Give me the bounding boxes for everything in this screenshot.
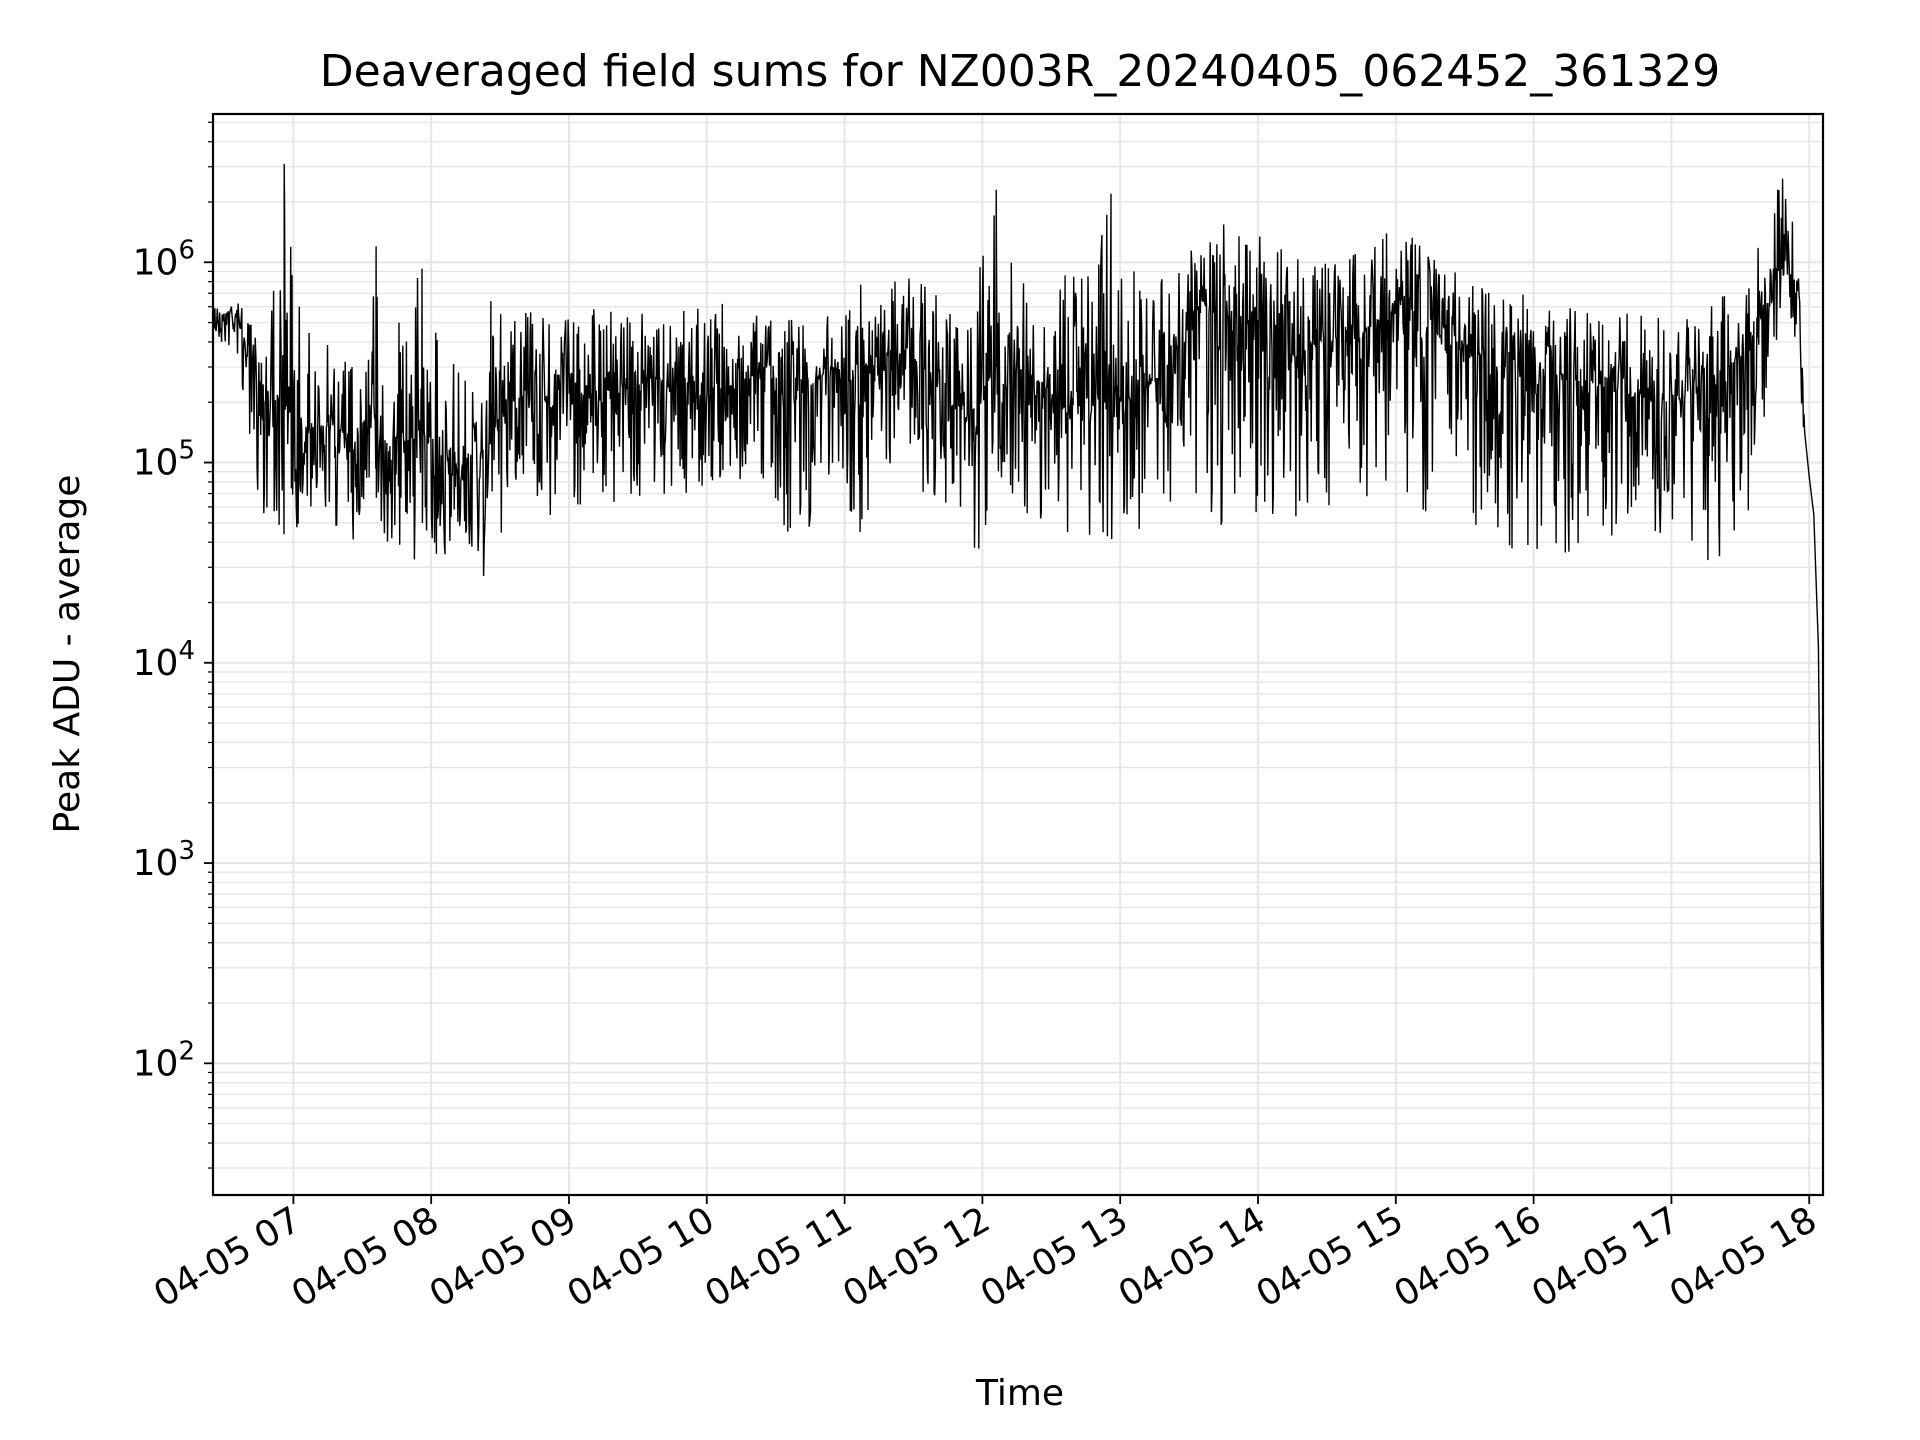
chart-title: Deaveraged field sums for NZ003R_2024040… — [320, 46, 1720, 97]
y-tick-label: 103 — [133, 836, 195, 884]
x-axis-label: Time — [975, 1373, 1064, 1414]
grid — [208, 114, 1823, 1195]
y-axis-label: Peak ADU - average — [47, 475, 88, 834]
y-tick-label: 106 — [133, 235, 195, 283]
y-tick-label: 105 — [133, 436, 195, 484]
series-line — [212, 163, 1824, 1144]
y-axis: 102 103 104 105 106 — [133, 235, 213, 1084]
y-tick-label: 102 — [133, 1036, 195, 1084]
plot-area — [212, 163, 1824, 1144]
plot-frame — [211, 112, 1825, 1197]
y-tick-label: 104 — [133, 636, 195, 684]
